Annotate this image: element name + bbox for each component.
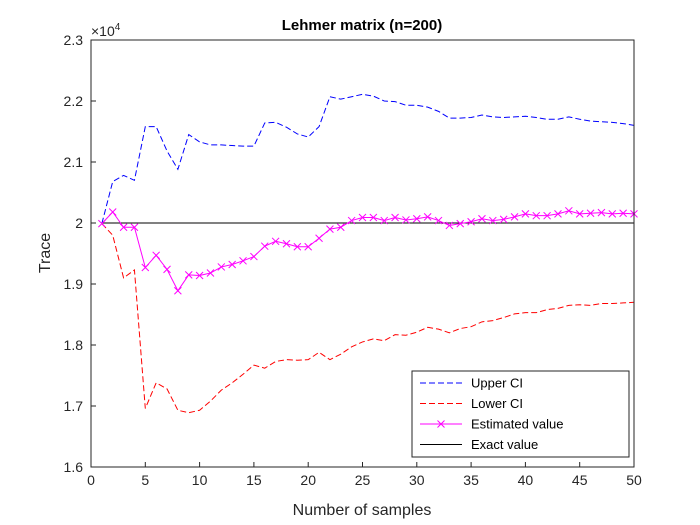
estimated-value-point <box>575 209 584 218</box>
estimated-value-point <box>412 214 421 223</box>
estimated-value-point <box>434 216 443 225</box>
x-tick-label: 35 <box>463 472 479 488</box>
estimated-value-point <box>554 209 562 218</box>
estimated-value-point <box>315 234 323 243</box>
estimated-value-point <box>130 223 139 232</box>
estimated-value-point <box>532 211 541 220</box>
estimated-value-point <box>445 221 454 230</box>
y-tick-label: 1.7 <box>64 398 84 414</box>
estimated-value-point <box>521 209 530 218</box>
estimated-value-point <box>250 252 258 261</box>
axes-box <box>90 39 635 468</box>
series-layer <box>98 93 638 414</box>
estimated-value-point <box>608 209 617 218</box>
y-tick-label: 2.2 <box>64 93 84 109</box>
estimated-value-point <box>391 213 399 222</box>
x-tick-label: 0 <box>87 472 95 488</box>
estimated-value-point <box>326 225 334 233</box>
y-axis-label: Trace <box>37 233 54 273</box>
estimated-value-point <box>239 256 247 265</box>
x-tick-label: 5 <box>141 472 149 488</box>
x-tick-label: 20 <box>300 472 316 488</box>
y-tick-label: 2.3 <box>64 32 84 48</box>
estimated-value-point <box>184 270 193 279</box>
estimated-value-point <box>510 213 519 221</box>
estimated-value-point <box>456 219 465 228</box>
estimated-value-point <box>152 251 161 260</box>
upper-ci-line <box>101 93 635 224</box>
y-axis-exponent: ×104 <box>91 22 121 39</box>
estimated-value-point <box>423 213 432 221</box>
legend-label-exact-value: Exact value <box>471 437 538 452</box>
estimated-value-point <box>141 263 150 272</box>
lower-ci-line <box>101 223 635 414</box>
x-tick-label: 50 <box>626 472 642 488</box>
legend-marker-estimated-value <box>437 420 445 428</box>
estimated-value-point <box>163 265 171 274</box>
estimated-value-point <box>174 286 182 295</box>
estimated-value-point <box>195 271 204 280</box>
estimated-value-point <box>217 263 226 271</box>
x-tick-label: 40 <box>518 472 534 488</box>
estimated-value-point <box>597 208 606 217</box>
estimated-value-point <box>98 219 106 228</box>
estimated-value-point <box>271 237 280 246</box>
estimated-value-point <box>380 216 389 225</box>
estimated-value-point <box>543 211 551 220</box>
y-tick-label: 2.1 <box>64 154 84 170</box>
y-exponent-power: 4 <box>115 22 121 33</box>
y-tick-label: 1.9 <box>64 276 84 292</box>
estimated-value-line <box>101 210 635 292</box>
legend-label-lower-ci: Lower CI <box>471 396 523 411</box>
estimated-value-point <box>619 209 627 218</box>
estimated-value-point <box>282 239 291 248</box>
estimated-value-point <box>586 209 595 218</box>
y-exponent-base: ×10 <box>91 23 115 39</box>
legend-box <box>411 370 630 458</box>
estimated-value-point <box>478 214 486 223</box>
chart-title: Lehmer matrix (n=200) <box>282 17 442 34</box>
x-tick-label: 25 <box>355 472 371 488</box>
estimated-value-point <box>304 242 313 251</box>
x-tick-label: 45 <box>572 472 588 488</box>
x-tick-label: 15 <box>246 472 262 488</box>
estimated-value-point <box>293 242 302 251</box>
estimated-value-point <box>564 206 573 215</box>
axis-ticks: 0 5 10 15 20 25 30 35 40 45 50 1.6 1.7 1.8 1.9 2 2.1 2.2 2… <box>64 32 642 488</box>
y-tick-label: 1.6 <box>64 459 84 475</box>
estimated-value-point <box>119 223 128 232</box>
x-tick-label: 10 <box>192 472 208 488</box>
estimated-value-point <box>467 217 475 226</box>
estimated-value-point <box>347 216 356 225</box>
legend-label-estimated-value: Estimated value <box>471 417 564 432</box>
estimated-value-point <box>336 223 345 232</box>
estimated-value-point <box>260 242 269 251</box>
x-axis-label: Number of samples <box>293 502 432 519</box>
legend-label-upper-ci: Upper CI <box>471 376 523 391</box>
x-tick-label: 30 <box>409 472 425 488</box>
y-tick-label: 2 <box>75 215 83 231</box>
estimated-value-point <box>206 269 215 277</box>
estimated-value-point <box>488 216 497 225</box>
estimated-value-point <box>499 215 508 224</box>
estimated-value-point <box>108 208 117 216</box>
estimated-value-point <box>228 260 237 269</box>
y-tick-label: 1.8 <box>64 337 84 353</box>
estimated-value-point <box>358 213 367 222</box>
estimated-value-point <box>369 213 378 222</box>
legend: Upper CI Lower CI Estimated value Exact val… <box>411 370 630 458</box>
estimated-value-point <box>402 216 410 224</box>
